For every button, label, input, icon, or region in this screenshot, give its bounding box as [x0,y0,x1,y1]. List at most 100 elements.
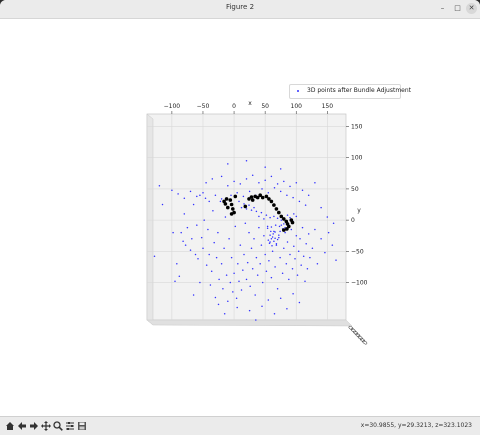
point-3d [305,243,307,245]
point-3d [229,281,232,284]
x-tick-label: 0 [232,103,236,110]
point-3d [265,214,268,216]
left-pane [146,113,154,326]
point-3d [279,168,282,170]
point-3d [199,281,201,284]
point-3d [274,237,276,239]
point-3d [280,224,283,226]
camera-point [231,207,235,211]
point-3d [263,234,265,237]
z-tick-label [353,330,358,335]
point-3d [274,266,276,268]
point-3d [264,166,266,168]
point-3d [210,270,213,273]
point-3d [273,186,276,189]
point-3d [214,194,217,196]
configure-button[interactable] [64,419,76,433]
point-3d [304,280,306,283]
point-3d [202,247,204,249]
point-3d [279,256,281,259]
cursor-coordinates: x=30.9855, y=29.3213, z=323.1023 [360,422,472,429]
point-3d [245,208,248,210]
point-3d [269,216,271,219]
point-3d [314,228,316,231]
minimize-button[interactable]: – [440,4,445,12]
point-3d [284,231,286,234]
point-3d [176,263,178,265]
point-3d [283,180,285,183]
point-3d [189,190,192,193]
3d-scatter-plot[interactable]: −100 −50 0 50 100 150 150 100 50 0 −50 −100 x y [0,19,480,416]
point-3d [238,200,240,203]
point-3d [271,236,274,238]
point-3d [224,216,227,218]
point-3d [278,234,280,236]
y-tick-labels: 150 100 50 0 −50 −100 [346,123,368,287]
configure-icon [66,422,74,430]
z-tick-label [348,326,354,330]
point-3d [272,233,274,235]
point-3d [251,174,254,176]
y-axis-label: y [357,207,361,214]
home-button[interactable] [4,419,16,433]
camera-point [282,217,286,221]
point-3d [311,247,314,249]
pan-button[interactable] [40,419,52,433]
point-3d [290,228,293,231]
y-tick-label: 50 [351,186,359,193]
camera-point [272,203,276,207]
point-3d [289,253,291,256]
forward-button[interactable] [28,419,40,433]
point-3d [218,278,220,281]
z-tick-label [355,333,361,338]
point-3d [196,195,198,198]
y-tick-label: 0 [351,217,355,224]
close-button[interactable]: ✕ [466,3,477,14]
point-3d [264,253,266,256]
x-tick-label: 50 [261,103,269,110]
point-3d [261,281,264,284]
point-3d [191,238,193,240]
point-3d [237,263,239,265]
camera-point [228,198,233,202]
camera-point [247,197,251,201]
point-3d [283,247,285,249]
point-3d [270,276,273,279]
point-3d [276,288,279,290]
point-3d [300,264,302,266]
maximize-button[interactable]: □ [454,4,461,12]
point-3d [306,268,309,270]
camera-point [279,214,284,219]
point-3d [267,299,270,301]
point-3d [194,253,197,256]
zoom-button[interactable] [52,419,64,433]
back-button[interactable] [16,419,28,433]
camera-point [229,202,234,207]
point-3d [192,203,195,206]
point-3d [214,296,217,299]
save-button[interactable] [76,419,88,433]
y-tick-label: −100 [351,280,368,287]
point-3d [217,303,220,306]
point-3d [269,241,271,243]
point-3d [239,244,242,246]
x-tick-label: 100 [291,103,303,110]
point-3d [246,261,249,264]
point-3d [270,226,273,228]
point-3d [220,263,223,265]
camera-point [274,207,279,211]
point-3d [251,268,254,270]
figure-canvas[interactable]: −100 −50 0 50 100 150 150 100 50 0 −50 −100 x y 3D… [0,19,480,416]
point-3d [291,268,294,270]
point-3d [299,238,301,240]
point-3d [171,189,173,191]
point-3d [248,309,251,312]
point-3d [296,274,299,276]
camera-point [290,220,295,225]
y-tick-label: −50 [351,248,364,255]
point-3d [288,278,290,281]
point-3d [266,227,269,229]
point-3d [258,181,260,184]
point-3d [292,293,294,295]
point-3d [264,179,266,181]
